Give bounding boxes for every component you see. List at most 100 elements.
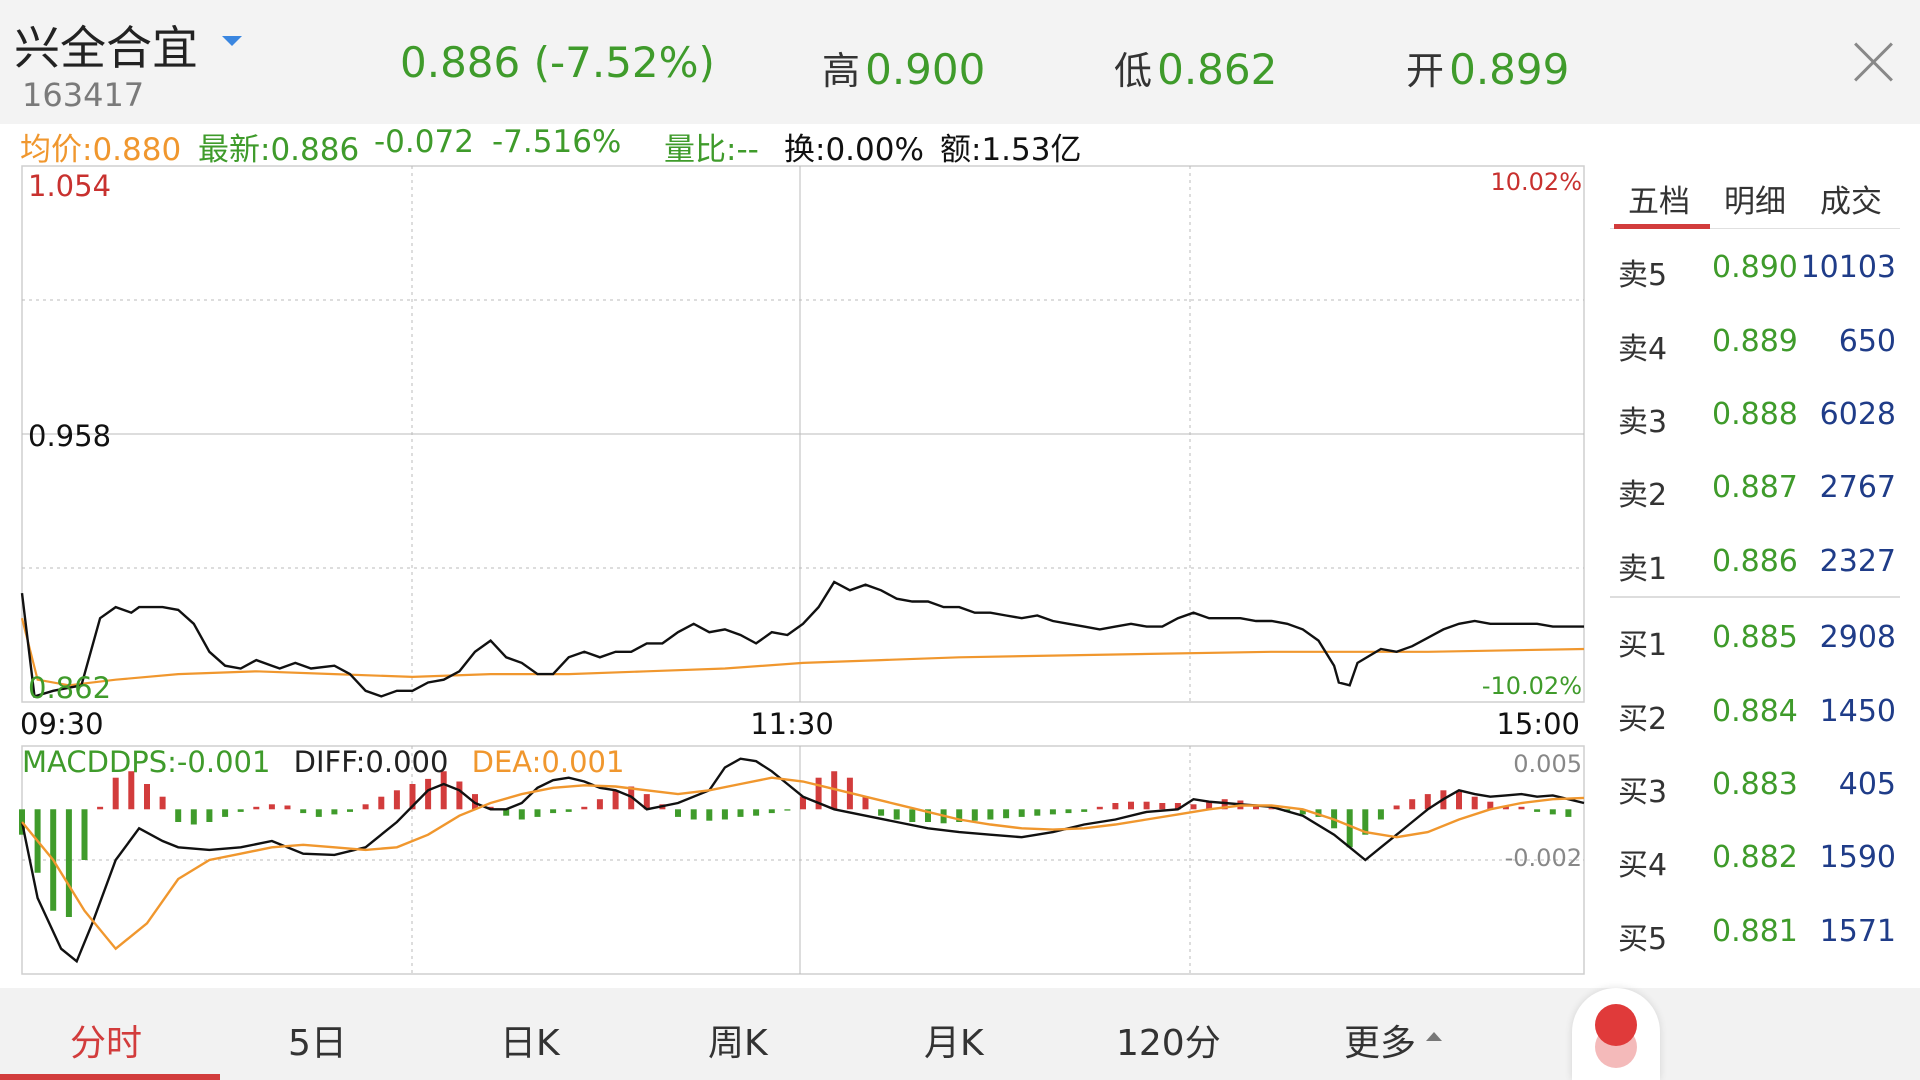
- change-value: -0.072: [374, 124, 474, 160]
- ask-price: 0.889: [1712, 324, 1798, 359]
- high-label: 高: [822, 49, 861, 93]
- pct-axis-top-label: 10.02%: [1490, 168, 1582, 196]
- ask-label: 卖3: [1618, 405, 1668, 440]
- info-bar: 均价:0.880 最新:0.886 -0.072 -7.516% 量比:-- 换…: [0, 124, 1600, 168]
- order-book-panel: 五档 明细 成交 卖5 0.890 10103 卖4 0.889 650 卖3 …: [1610, 168, 1910, 988]
- period-tab-bar: 分时 5日 日K 周K 月K 120分 更多: [0, 988, 1920, 1080]
- ask-price: 0.890: [1712, 250, 1798, 285]
- ask-qty: 2327: [1819, 544, 1896, 579]
- avg-price-line: [20, 617, 1585, 687]
- price-line: [20, 580, 1584, 698]
- pct-axis-bottom-label: -10.02%: [1482, 672, 1582, 700]
- ask-label: 卖5: [1618, 258, 1668, 293]
- active-tab-indicator: [1614, 224, 1710, 229]
- ask-row-1: 卖1 0.886 2327: [1610, 544, 1900, 587]
- quote-header: 兴全合宜 163417 0.886 (-7.52%) 高 0.900 低 0.8…: [0, 0, 1920, 124]
- bid-label: 买1: [1618, 628, 1668, 663]
- order-book-divider: [1610, 596, 1900, 598]
- tab-120-min[interactable]: 120分: [1116, 1023, 1221, 1064]
- tab-intraday[interactable]: 分时: [70, 1023, 143, 1064]
- bid-qty: 1590: [1819, 840, 1896, 875]
- ask-label: 卖4: [1618, 332, 1668, 367]
- y-axis-mid-label: 0.958: [28, 419, 111, 453]
- ask-qty: 650: [1838, 324, 1896, 359]
- latest-price: 最新:0.886: [198, 132, 360, 168]
- tab-monthly-k[interactable]: 月K: [924, 1023, 984, 1064]
- tab-five-levels[interactable]: 五档: [1628, 184, 1690, 220]
- open-stat: 开 0.899: [1406, 40, 1569, 95]
- dropdown-arrow-icon[interactable]: [222, 36, 242, 46]
- change-percent: -7.516%: [492, 124, 622, 160]
- bid-row-2: 买2 0.884 1450: [1610, 694, 1900, 737]
- tab-details[interactable]: 明细: [1724, 184, 1786, 220]
- ask-row-3: 卖3 0.888 6028: [1610, 397, 1900, 440]
- bid-label: 买2: [1618, 702, 1668, 737]
- macd-label: MACD: [22, 745, 109, 779]
- floating-action-button[interactable]: [1572, 988, 1660, 1080]
- avg-price: 均价:0.880: [20, 132, 182, 168]
- ask-label: 卖1: [1618, 552, 1668, 587]
- macd-lines: [20, 757, 1585, 964]
- low-value: 0.862: [1157, 45, 1278, 94]
- bid-price: 0.884: [1712, 694, 1798, 729]
- tabs-divider: [1610, 228, 1900, 229]
- bid-label: 买4: [1618, 848, 1668, 883]
- macd-legend: MACDDPS:-0.001 DIFF:0.000 DEA:0.001: [22, 745, 624, 779]
- diff-line: [20, 757, 1585, 964]
- fund-code: 163417: [22, 76, 145, 114]
- macd-dps-value: DPS:-0.001: [109, 745, 270, 779]
- x-axis-end-label: 15:00: [1496, 707, 1580, 741]
- ask-row-2: 卖2 0.887 2767: [1610, 470, 1900, 513]
- x-axis-start-label: 09:30: [20, 707, 104, 741]
- bid-price: 0.885: [1712, 620, 1798, 655]
- ask-price: 0.886: [1712, 544, 1798, 579]
- bid-qty: 1450: [1819, 694, 1896, 729]
- bid-price: 0.883: [1712, 767, 1798, 802]
- ask-row-4: 卖4 0.889 650: [1610, 324, 1900, 367]
- y-axis-bottom-label: 0.862: [28, 671, 111, 705]
- macd-panel-frame: [21, 745, 1585, 975]
- chevron-up-icon[interactable]: [1426, 1032, 1442, 1041]
- high-stat: 高 0.900: [822, 40, 985, 95]
- ask-price: 0.888: [1712, 397, 1798, 432]
- bid-row-3: 买3 0.883 405: [1610, 767, 1900, 810]
- close-icon[interactable]: [1852, 40, 1896, 84]
- bid-row-1: 买1 0.885 2908: [1610, 620, 1900, 663]
- turnover-rate: 换:0.00%: [784, 132, 924, 168]
- ask-label: 卖2: [1618, 478, 1668, 513]
- ask-qty: 2767: [1819, 470, 1896, 505]
- low-label: 低: [1114, 49, 1153, 93]
- fund-name[interactable]: 兴全合宜: [14, 21, 198, 75]
- y-axis-top-label: 1.054: [28, 169, 111, 203]
- dea-line: [21, 776, 1585, 951]
- tab-5-day[interactable]: 5日: [288, 1023, 347, 1064]
- macd-diff-value: DIFF:0.000: [294, 745, 449, 779]
- bid-row-4: 买4 0.882 1590: [1610, 840, 1900, 883]
- bid-label: 买5: [1618, 922, 1668, 957]
- intraday-chart[interactable]: 1.054 0.958 0.862 10.02% -10.02% 09:30 1…: [0, 160, 1600, 990]
- ask-qty: 6028: [1819, 397, 1896, 432]
- volume-ratio: 量比:--: [664, 132, 759, 168]
- bid-qty: 405: [1838, 767, 1896, 802]
- ask-row-5: 卖5 0.890 10103: [1610, 250, 1900, 293]
- high-value: 0.900: [865, 45, 986, 94]
- macd-y-top-label: 0.005: [1513, 750, 1582, 778]
- tab-weekly-k[interactable]: 周K: [708, 1023, 768, 1064]
- trade-amount: 额:1.53亿: [940, 132, 1082, 168]
- ask-price: 0.887: [1712, 470, 1798, 505]
- x-axis-mid-label: 11:30: [750, 707, 834, 741]
- record-dot-icon: [1595, 1004, 1637, 1046]
- macd-y-mid-label: -0.002: [1505, 844, 1582, 872]
- low-stat: 低 0.862: [1114, 40, 1277, 95]
- tab-daily-k[interactable]: 日K: [500, 1023, 560, 1064]
- active-period-indicator: [0, 1074, 220, 1080]
- bid-price: 0.881: [1712, 914, 1798, 949]
- bid-row-5: 买5 0.881 1571: [1610, 914, 1900, 957]
- bid-qty: 2908: [1819, 620, 1896, 655]
- tab-more[interactable]: 更多: [1344, 1023, 1417, 1064]
- bid-qty: 1571: [1819, 914, 1896, 949]
- current-price-change: 0.886 (-7.52%): [400, 38, 715, 87]
- tab-trades[interactable]: 成交: [1820, 184, 1882, 220]
- macd-dea-value: DEA:0.001: [472, 745, 625, 779]
- bid-label: 买3: [1618, 775, 1668, 810]
